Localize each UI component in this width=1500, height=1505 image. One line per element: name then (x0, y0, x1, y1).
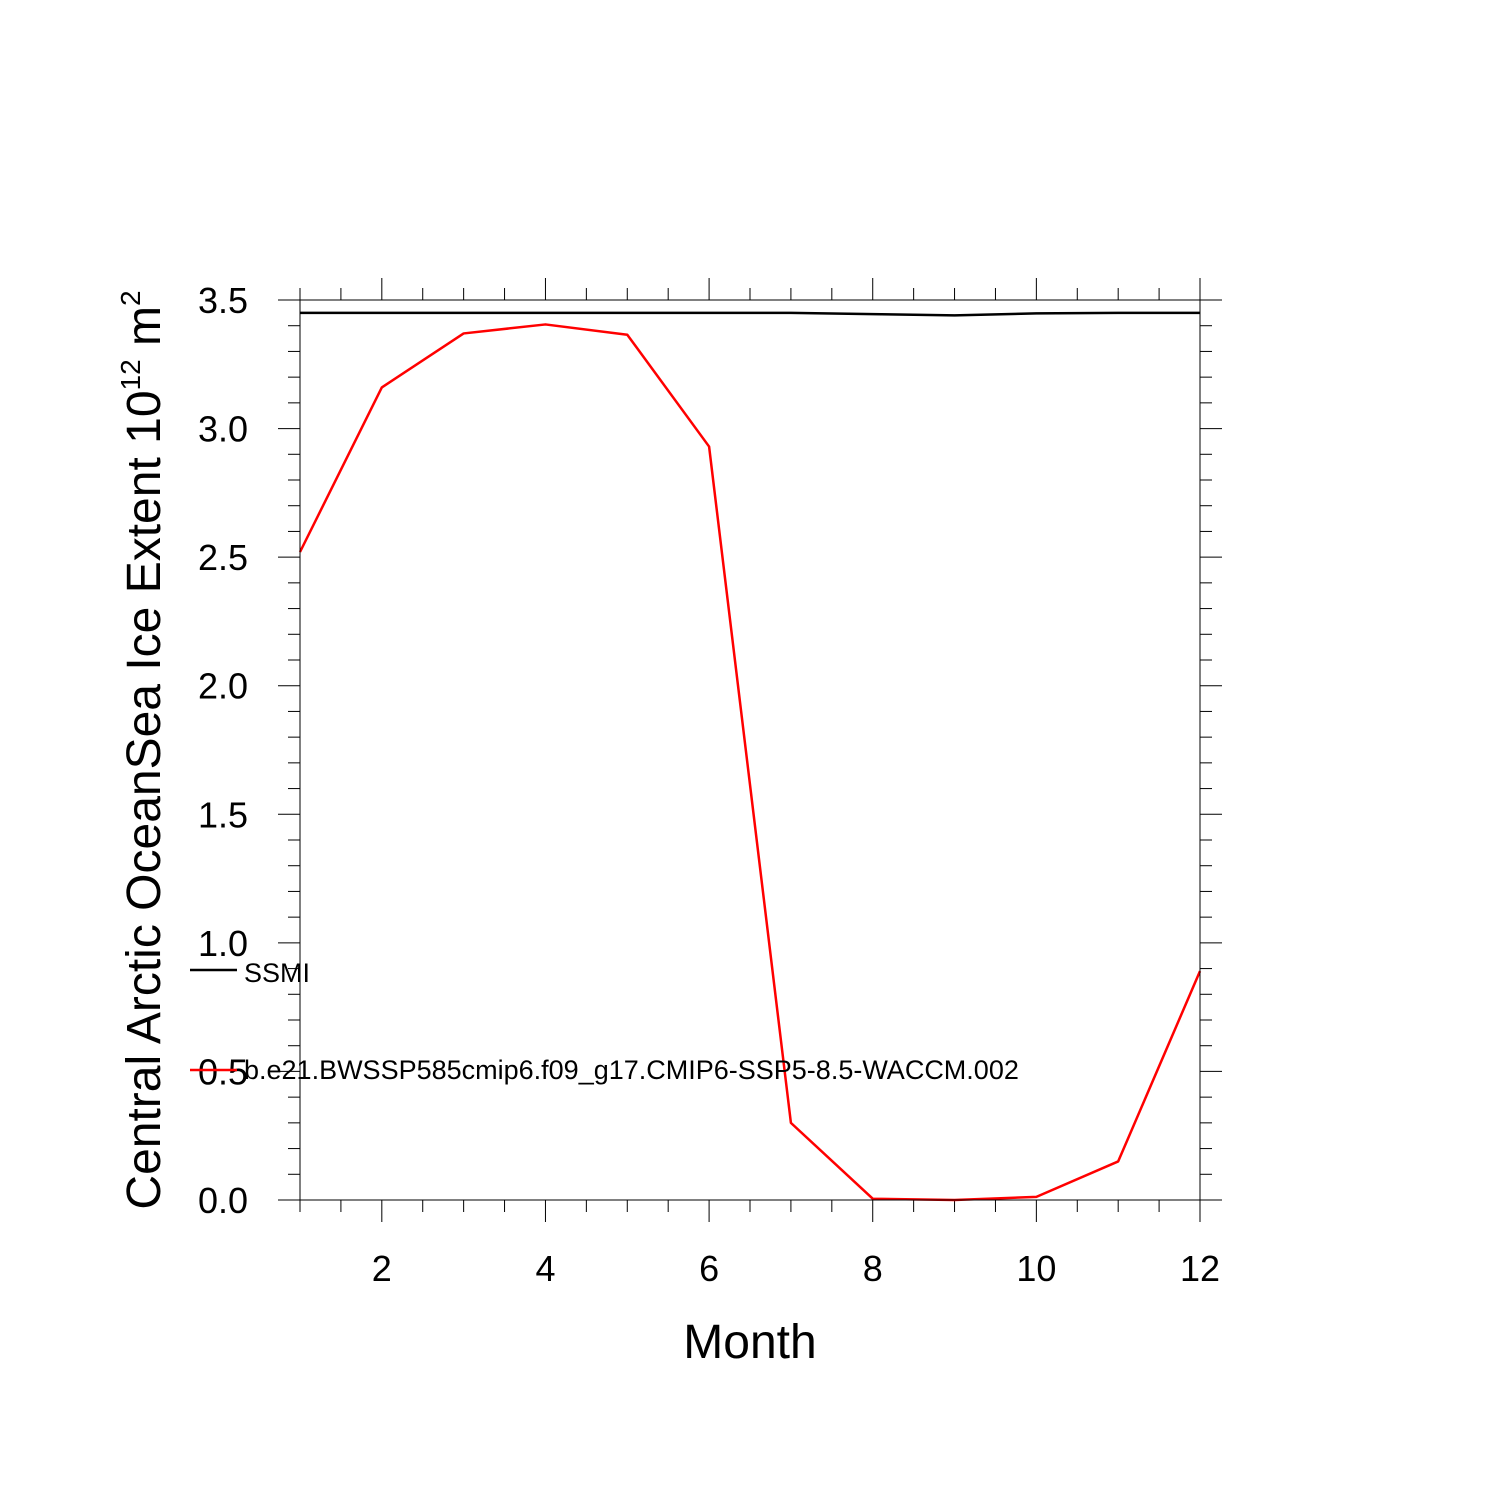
legend-label: b.e21.BWSSP585cmip6.f09_g17.CMIP6-SSP5-8… (244, 1055, 1019, 1085)
x-tick-label: 6 (699, 1248, 719, 1289)
y-tick-label: 0.0 (198, 1180, 248, 1221)
x-tick-label: 8 (863, 1248, 883, 1289)
x-axis-label: Month (683, 1316, 816, 1369)
minor-ticks (288, 288, 1212, 1212)
y-tick-labels: 0.0 0.5 1.0 1.5 2.0 2.5 3.0 3.5 (198, 280, 248, 1221)
y-tick-label: 1.0 (198, 923, 248, 964)
y-tick-label: 0.5 (198, 1051, 248, 1092)
y-tick-label: 3.0 (198, 409, 248, 450)
y-tick-label: 2.5 (198, 537, 248, 578)
legend: SSMI b.e21.BWSSP585cmip6.f09_g17.CMIP6-SS… (190, 958, 1019, 1085)
x-tick-label: 12 (1180, 1248, 1220, 1289)
x-tick-labels: 2 4 6 8 10 12 (372, 1248, 1220, 1289)
x-tick-label: 4 (535, 1248, 555, 1289)
y-axis-label-unit: m (118, 306, 171, 359)
y-tick-label: 2.0 (198, 666, 248, 707)
major-ticks (278, 278, 1222, 1222)
y-axis-label-prefix: Central Arctic OceanSea Ice Extent 10 (118, 390, 171, 1209)
y-tick-label: 1.5 (198, 794, 248, 835)
legend-label: SSMI (244, 958, 310, 988)
series-layer (298, 311, 1202, 1202)
y-axis-label: Central Arctic OceanSea Ice Extent 1012 … (115, 290, 171, 1209)
series-line-1 (300, 311, 1200, 317)
plot-frame (299, 299, 1201, 1201)
y-axis-label-exponent: 12 (115, 359, 146, 390)
y-axis-label-unit-exponent: 2 (115, 290, 146, 306)
series-line-2 (298, 323, 1202, 1202)
x-tick-label: 2 (372, 1248, 392, 1289)
y-tick-label: 3.5 (198, 280, 248, 321)
x-tick-label: 10 (1016, 1248, 1056, 1289)
